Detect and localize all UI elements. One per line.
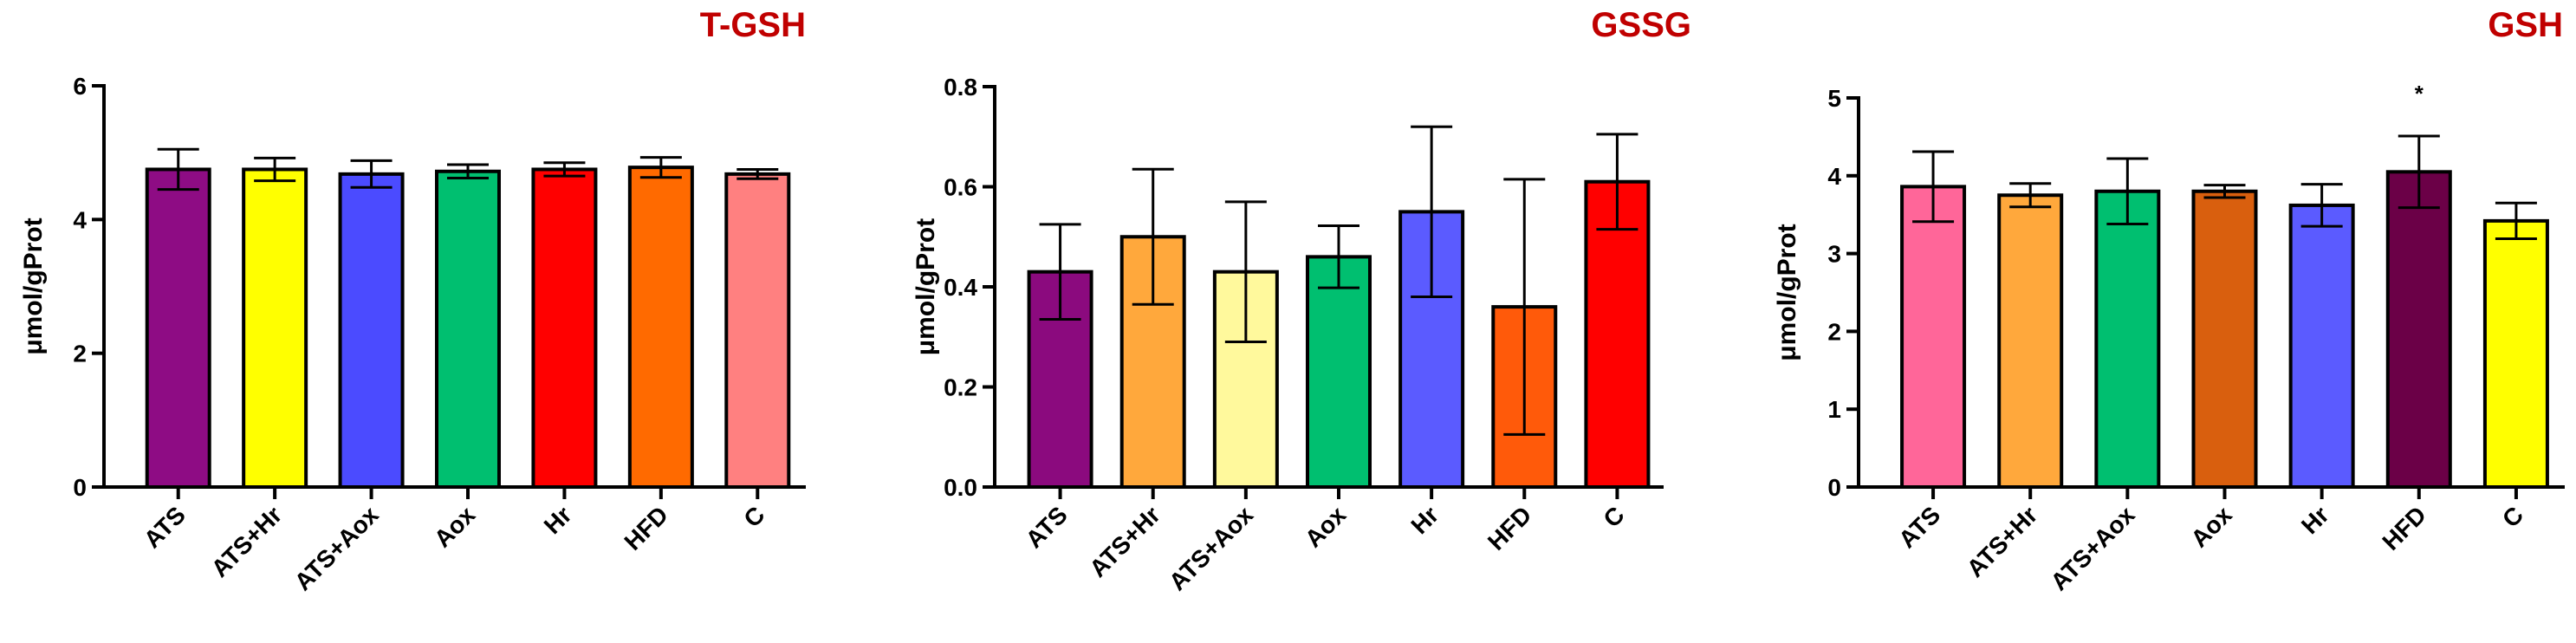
y-tick-label: 0.6 xyxy=(944,174,977,201)
y-axis-label: μmol/gProt xyxy=(1773,224,1801,360)
y-tick-label: 4 xyxy=(73,206,87,233)
bar-ats xyxy=(1900,185,1967,489)
y-tick-label: 1 xyxy=(1827,396,1841,423)
chart-title: T-GSH xyxy=(700,6,806,44)
significance-marker: * xyxy=(2415,81,2424,107)
x-tick-label-ats-plus-aox: ATS+Aox xyxy=(2046,501,2140,595)
x-tick-label-aox: Aox xyxy=(429,501,481,553)
y-axis-label: μmol/gProt xyxy=(19,218,48,354)
x-tick-label-hr: Hr xyxy=(2296,501,2334,539)
y-axis-label: μmol/gProt xyxy=(912,218,940,355)
chart-panel-gsh: GSH μmol/gProt 0 1 2 3 4 5 ATS ATS+Hr ATS+Aox Aox Hr… xyxy=(1773,6,2565,595)
chart-panel-gssg: GSSG μmol/gProt 0.0 0.2 0.4 0.6 0.8 ATS ATS+HrAT… xyxy=(912,6,1691,595)
chart-panel-tgsh: T-GSH μmol/gProt 0 2 4 6 ATS ATS+Hr ATS+Aox Aox Hr… xyxy=(19,6,806,595)
bar-hfd xyxy=(2385,170,2452,489)
x-tick-label-hfd: HFD xyxy=(619,501,673,555)
x-tick-label-c: C xyxy=(1598,501,1629,532)
y-tick-label: 6 xyxy=(73,73,87,100)
y-tick-label: 0.8 xyxy=(944,74,977,101)
y-tick-label: 0.0 xyxy=(944,474,977,501)
bar-ats-plus-hr xyxy=(242,167,308,489)
bar-hfd xyxy=(627,166,694,489)
bar-ats xyxy=(145,167,211,489)
bar-ats-plus-hr xyxy=(1997,193,2064,489)
bar-ats-plus-aox xyxy=(2094,189,2161,489)
bar-hr xyxy=(2288,203,2355,489)
bar-c xyxy=(724,172,791,490)
y-tick-label: 2 xyxy=(73,341,87,367)
y-tick-label: 2 xyxy=(1827,318,1841,345)
y-tick-label: 0 xyxy=(1827,474,1841,501)
x-tick-label-ats-plus-hr: ATS+Hr xyxy=(206,501,288,582)
x-tick-label-ats-plus-aox: ATS+Aox xyxy=(1164,501,1258,595)
x-tick-label-ats-plus-hr: ATS+Hr xyxy=(1962,501,2043,582)
bar-ats-plus-aox xyxy=(338,172,405,490)
bar-c xyxy=(2482,218,2549,489)
x-tick-label-ats-plus-aox: ATS+Aox xyxy=(289,501,384,595)
x-tick-label-aox: Aox xyxy=(2185,501,2237,553)
x-tick-label-hr: Hr xyxy=(1405,501,1444,539)
x-tick-label-ats-plus-hr: ATS+Hr xyxy=(1084,501,1165,582)
chart-title: GSSG xyxy=(1591,6,1691,44)
bar-hr xyxy=(531,167,598,489)
bar-aox xyxy=(435,169,501,489)
y-tick-label: 0.2 xyxy=(944,374,977,401)
x-tick-label-ats: ATS xyxy=(1021,501,1073,553)
y-tick-label: 0.4 xyxy=(944,274,977,301)
y-tick-label: 0 xyxy=(73,474,87,501)
x-tick-label-aox: Aox xyxy=(1300,501,1352,553)
bar-aox xyxy=(1306,255,1372,489)
x-tick-label-c: C xyxy=(2497,501,2528,532)
y-tick-label: 4 xyxy=(1827,163,1841,190)
x-tick-label-hfd: HFD xyxy=(1483,501,1537,555)
y-tick-label: 3 xyxy=(1827,241,1841,268)
x-tick-label-hfd: HFD xyxy=(2377,501,2431,555)
chart-title: GSH xyxy=(2488,6,2563,44)
x-tick-label-hr: Hr xyxy=(539,501,577,539)
y-tick-label: 5 xyxy=(1827,85,1841,112)
x-tick-label-ats: ATS xyxy=(1893,501,1945,553)
bar-aox xyxy=(2191,189,2258,489)
x-tick-label-c: C xyxy=(738,501,769,532)
x-tick-label-ats: ATS xyxy=(139,501,191,553)
